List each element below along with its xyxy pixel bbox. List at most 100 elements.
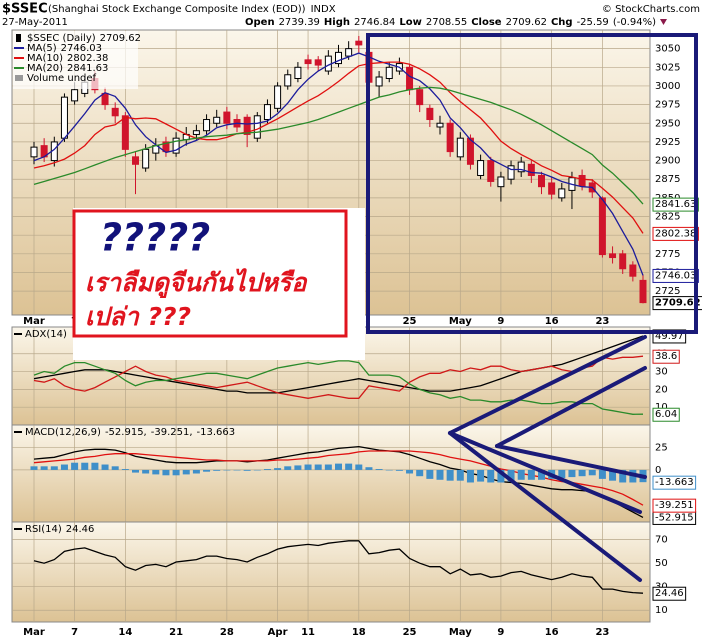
candle-body [507, 165, 515, 180]
candle-body [192, 130, 200, 135]
x-tick-label: 28 [220, 627, 234, 638]
histogram-bar [60, 464, 68, 470]
quote-item: 2739.39 [279, 17, 320, 28]
histogram-bar [406, 469, 414, 474]
quote-item: 2709.62 [506, 17, 547, 28]
histogram-bar [162, 469, 170, 476]
histogram-bar [588, 469, 596, 476]
y-tick-label: 3025 [655, 62, 680, 73]
candle-body [578, 174, 586, 187]
histogram-bar [50, 466, 58, 470]
histogram-bar [507, 469, 515, 482]
histogram-bar [243, 469, 251, 471]
histogram-bar [263, 469, 271, 470]
histogram-bar [517, 469, 525, 480]
end-label: 2746.03 [655, 270, 696, 281]
arrow [495, 444, 647, 479]
line [33, 445, 644, 518]
legend-value: 2802.38 [67, 53, 108, 64]
highlight-box [366, 33, 698, 334]
histogram-bar [40, 466, 48, 470]
candle-body [416, 89, 424, 106]
y-tick-label: 2975 [655, 100, 680, 111]
histogram-bar [192, 469, 200, 474]
legend-box [13, 31, 138, 89]
arrows [448, 335, 647, 582]
end-label: 6.04 [655, 409, 677, 420]
histogram-bar [395, 469, 403, 471]
candle-body [548, 182, 556, 195]
candle-body [355, 40, 363, 46]
y-tick-label: 10 [655, 605, 668, 616]
legend-swatch [15, 75, 23, 81]
legend-value: 2746.03 [61, 43, 102, 54]
histogram-bar [223, 469, 231, 471]
y-tick-label: 2925 [655, 137, 680, 148]
exchange: INDX [311, 4, 336, 15]
x-tick-label: 23 [595, 316, 609, 327]
candle-body [243, 116, 251, 135]
x-tick-label: 14 [118, 627, 132, 638]
candle-body [619, 253, 627, 270]
candle-body [538, 174, 545, 188]
end-label: -39.251 [655, 500, 694, 511]
y-tick-label: 2875 [655, 174, 680, 185]
candle-body [446, 122, 454, 153]
annotation: ????? เราลืมดูจีนกันไปหรือ เปล่า ??? [72, 33, 698, 582]
legend-label: MA(5) [27, 43, 57, 54]
histogram-bar [416, 469, 424, 477]
end-label-box [652, 349, 680, 364]
y-tick-label: 2725 [655, 286, 680, 297]
histogram-bar [142, 469, 150, 474]
end-label-box [652, 498, 697, 513]
histogram-bar [578, 469, 586, 477]
histogram-bar [101, 464, 109, 470]
y-tick-label: 20 [655, 384, 668, 395]
candle-body [142, 148, 150, 169]
y-tick-label: 50 [655, 558, 668, 569]
histogram-bar [446, 469, 454, 481]
end-label: 2841.63 [655, 199, 696, 210]
candle-body [111, 107, 119, 117]
x-tick-label: 16 [545, 627, 559, 638]
legend-swatch [16, 34, 21, 42]
candle-body [609, 253, 617, 259]
quote-item: Close [471, 17, 502, 28]
candle-body [456, 137, 464, 158]
quote-item: Chg [551, 17, 573, 28]
histogram-bar [355, 464, 363, 470]
histogram-bar [375, 469, 383, 470]
end-label-box [652, 407, 680, 422]
legend-label: MA(20) [27, 63, 63, 74]
annotation-text: ????? [100, 216, 210, 260]
candle-body [284, 74, 292, 87]
end-label-box [652, 268, 699, 283]
legend-value: 2709.62 [100, 33, 141, 44]
histogram-bar [121, 469, 129, 470]
x-tick-label: 25 [403, 627, 417, 638]
x-tick-label: 21 [169, 627, 183, 638]
candle-body [101, 92, 109, 106]
title: $SSEC [2, 2, 48, 17]
end-label: 2802.38 [655, 228, 696, 239]
histogram-bar [172, 469, 180, 476]
y-tick-label: 0 [655, 465, 661, 476]
arrow [448, 431, 642, 514]
histogram-bar [233, 469, 241, 471]
histogram-bar [497, 469, 505, 483]
histogram-bar [81, 462, 89, 470]
candle-body [213, 116, 221, 124]
end-label-box [652, 226, 699, 241]
candle-body [598, 197, 606, 256]
candle-body [263, 104, 271, 121]
end-label-box [652, 296, 702, 311]
candle-body [406, 66, 414, 91]
x-tick-label: May [449, 627, 472, 638]
histogram-bar [527, 469, 535, 480]
candle-body [223, 111, 231, 124]
histogram-bar [426, 469, 434, 479]
legend-label: Volume undef [27, 73, 97, 84]
line [33, 355, 644, 399]
legend-value: -52.915, [105, 427, 147, 438]
